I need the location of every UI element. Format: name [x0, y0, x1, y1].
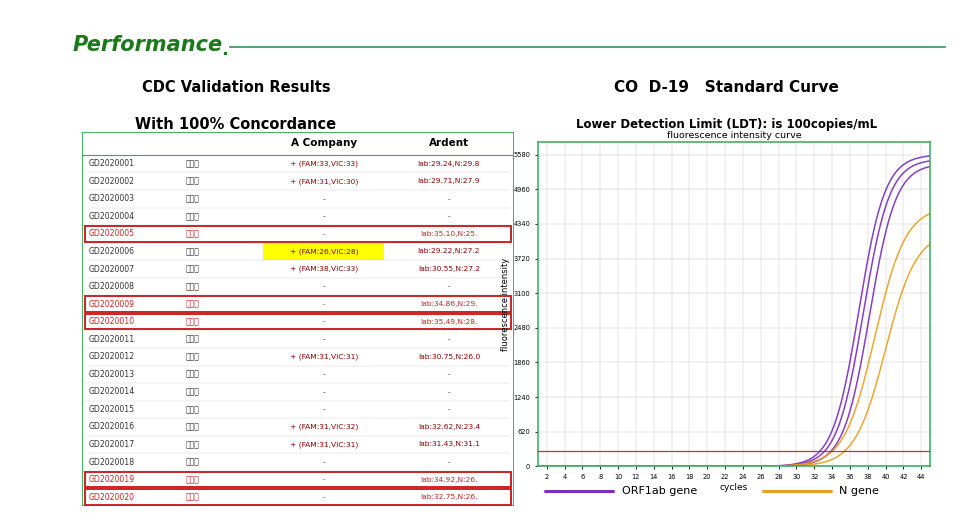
Text: CO  D-19   Standard Curve: CO D-19 Standard Curve: [614, 80, 839, 95]
Text: Ardent: Ardent: [429, 139, 469, 148]
Text: Performance: Performance: [73, 35, 223, 55]
Text: GD2020013: GD2020013: [89, 370, 135, 379]
Text: -: -: [323, 196, 326, 202]
Text: Lower Detection Limit (LDT): is 100copies/mL: Lower Detection Limit (LDT): is 100copie…: [577, 118, 877, 131]
Text: -: -: [448, 284, 451, 289]
Text: 咍拭子: 咍拭子: [186, 440, 200, 449]
Text: -: -: [323, 494, 326, 500]
Text: -: -: [323, 372, 326, 377]
Text: GD2020010: GD2020010: [89, 317, 135, 326]
Text: -: -: [323, 476, 326, 483]
Text: -: -: [323, 406, 326, 413]
Text: lab:34.92,N:26.: lab:34.92,N:26.: [421, 476, 478, 483]
Text: -: -: [323, 319, 326, 325]
Title: fluorescence intensity curve: fluorescence intensity curve: [667, 131, 801, 140]
Text: 咍拭子: 咍拭子: [186, 317, 200, 326]
Text: -: -: [323, 231, 326, 237]
Text: GD2020006: GD2020006: [89, 247, 135, 256]
Text: + (FAM:38,VIC:33): + (FAM:38,VIC:33): [290, 266, 358, 272]
Text: GD2020005: GD2020005: [89, 229, 135, 238]
Bar: [84, 490, 512, 505]
Text: 咍拭子: 咍拭子: [186, 265, 200, 274]
Text: + (FAM:31,VIC:31): + (FAM:31,VIC:31): [290, 441, 358, 448]
Text: 咍拭子: 咍拭子: [186, 370, 200, 379]
Bar: [264, 243, 384, 260]
Text: -: -: [448, 406, 451, 413]
Text: N gene: N gene: [839, 485, 879, 495]
Text: -: -: [448, 336, 451, 342]
Text: + (FAM:31,VIC:31): + (FAM:31,VIC:31): [290, 354, 358, 360]
Text: With 100% Concordance: With 100% Concordance: [136, 117, 336, 132]
Text: -: -: [323, 284, 326, 289]
Text: .: .: [221, 41, 228, 58]
Text: GD2020003: GD2020003: [89, 194, 135, 203]
Text: 咍拭子: 咍拭子: [186, 387, 200, 396]
Text: GD2020007: GD2020007: [89, 265, 135, 274]
X-axis label: cycles: cycles: [720, 483, 748, 492]
Text: GD2020019: GD2020019: [89, 475, 135, 484]
Text: GD2020012: GD2020012: [89, 352, 135, 361]
Text: GD2020001: GD2020001: [89, 159, 135, 168]
Bar: [84, 472, 512, 487]
Text: lab:29.22,N:27.2: lab:29.22,N:27.2: [418, 248, 480, 255]
Text: -: -: [448, 459, 451, 465]
Text: lab:30.75,N:26.0: lab:30.75,N:26.0: [418, 354, 480, 360]
Text: -: -: [323, 213, 326, 219]
Text: -: -: [448, 389, 451, 395]
Text: 咍拭子: 咍拭子: [186, 177, 200, 186]
Text: -: -: [323, 459, 326, 465]
Text: GD2020002: GD2020002: [89, 177, 135, 186]
Text: lab:35.49,N:28.: lab:35.49,N:28.: [421, 319, 478, 325]
Text: -: -: [323, 336, 326, 342]
Text: 咍拭子: 咍拭子: [186, 335, 200, 344]
Text: lab:29.71,N:27.9: lab:29.71,N:27.9: [418, 178, 480, 184]
Text: 咍拭子: 咍拭子: [186, 300, 200, 309]
Text: 咍拭子: 咍拭子: [186, 282, 200, 291]
Text: 咍拭子: 咍拭子: [186, 229, 200, 238]
Text: CDC Validation Results: CDC Validation Results: [141, 80, 330, 95]
Text: + (FAM:26,VIC:28): + (FAM:26,VIC:28): [290, 248, 359, 255]
Text: GD2020014: GD2020014: [89, 387, 135, 396]
Text: ORF1ab gene: ORF1ab gene: [622, 485, 697, 495]
Text: GD2020018: GD2020018: [89, 457, 135, 466]
Text: lab:35.10,N:25.: lab:35.10,N:25.: [421, 231, 478, 237]
Text: GD2020009: GD2020009: [89, 300, 135, 309]
Text: 咍拭子: 咍拭子: [186, 405, 200, 414]
Bar: [84, 314, 512, 329]
Text: GD2020016: GD2020016: [89, 423, 135, 432]
Text: GD2020020: GD2020020: [89, 493, 135, 502]
Text: A Company: A Company: [291, 139, 357, 148]
Text: GD2020017: GD2020017: [89, 440, 135, 449]
Text: lab:30.55,N:27.2: lab:30.55,N:27.2: [418, 266, 480, 272]
Text: 咍拭子: 咍拭子: [186, 247, 200, 256]
Text: 咍拭子: 咍拭子: [186, 423, 200, 432]
Text: + (FAM:33,VIC:33): + (FAM:33,VIC:33): [290, 161, 358, 167]
Text: + (FAM:31,VIC:30): + (FAM:31,VIC:30): [290, 178, 358, 184]
Text: -: -: [448, 372, 451, 377]
Y-axis label: fluorescence intensity: fluorescence intensity: [501, 258, 511, 351]
Text: GD2020011: GD2020011: [89, 335, 135, 344]
Text: lab:32.75,N:26.: lab:32.75,N:26.: [421, 494, 478, 500]
Text: lab:34.86,N:29.: lab:34.86,N:29.: [421, 301, 478, 307]
Text: 咍拭子: 咍拭子: [186, 493, 200, 502]
Text: 咍拭子: 咍拭子: [186, 159, 200, 168]
Bar: [84, 297, 512, 312]
Text: 咍拭子: 咍拭子: [186, 212, 200, 221]
Text: lab:32.62,N:23.4: lab:32.62,N:23.4: [418, 424, 480, 430]
Text: 咍拭子: 咍拭子: [186, 457, 200, 466]
Text: -: -: [323, 389, 326, 395]
Text: lab:31.43,N:31.1: lab:31.43,N:31.1: [418, 442, 480, 447]
Text: + (FAM:31,VIC:32): + (FAM:31,VIC:32): [290, 424, 358, 430]
Text: GD2020015: GD2020015: [89, 405, 135, 414]
Text: 咍拭子: 咍拭子: [186, 194, 200, 203]
Text: -: -: [448, 196, 451, 202]
Text: GD2020008: GD2020008: [89, 282, 135, 291]
Text: GD2020004: GD2020004: [89, 212, 135, 221]
Bar: [84, 226, 512, 241]
Text: -: -: [448, 213, 451, 219]
Text: -: -: [323, 301, 326, 307]
Text: lab:29.24,N:29.8: lab:29.24,N:29.8: [418, 161, 480, 167]
Text: 咍拭子: 咍拭子: [186, 352, 200, 361]
Text: 咍拭子: 咍拭子: [186, 475, 200, 484]
